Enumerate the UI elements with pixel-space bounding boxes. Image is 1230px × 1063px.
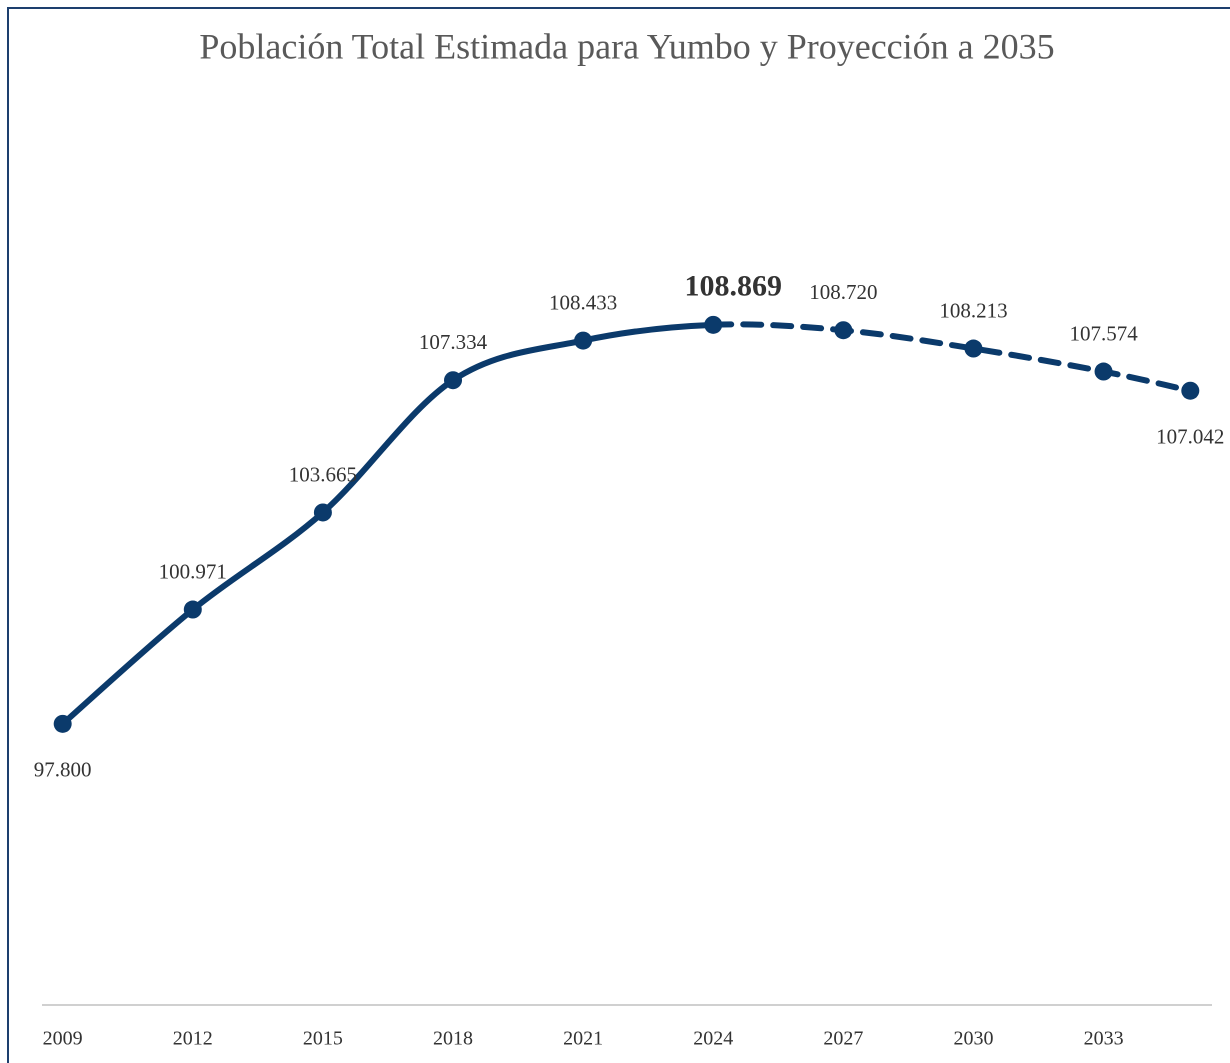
x-tick-label: 2021 — [563, 1028, 603, 1050]
point — [1094, 362, 1113, 381]
data-label: 107.042 — [1156, 425, 1224, 449]
data-label: 108.433 — [549, 290, 617, 314]
point — [1181, 381, 1200, 400]
x-tick-label: 2027 — [823, 1028, 863, 1050]
data-label: 103.665 — [289, 462, 357, 486]
x-tick-label: 2024 — [693, 1028, 733, 1050]
point — [313, 503, 332, 522]
x-tick-label: 2030 — [953, 1028, 993, 1050]
x-tick-label: 2033 — [1084, 1028, 1124, 1050]
frame — [7, 7, 1230, 1063]
point — [53, 714, 72, 733]
point — [444, 371, 463, 390]
data-label: 100.971 — [159, 559, 227, 583]
point — [574, 331, 593, 350]
data-label: 108.213 — [939, 298, 1007, 322]
x-tick-label: 2018 — [433, 1028, 473, 1050]
point — [834, 321, 853, 340]
x-tick-label: 2009 — [43, 1028, 83, 1050]
data-label: 97.800 — [34, 758, 92, 782]
data-label: 107.334 — [419, 330, 488, 354]
x-tick-label: 2015 — [303, 1028, 343, 1050]
data-label: 108.869 — [684, 270, 782, 303]
x-tick-label: 2012 — [173, 1028, 213, 1050]
chart-title: Población Total Estimada para Yumbo y Pr… — [199, 26, 1054, 66]
data-label: 108.720 — [809, 280, 877, 304]
point — [964, 339, 983, 358]
point — [704, 315, 723, 334]
data-label: 107.574 — [1069, 321, 1138, 345]
point — [183, 600, 202, 619]
